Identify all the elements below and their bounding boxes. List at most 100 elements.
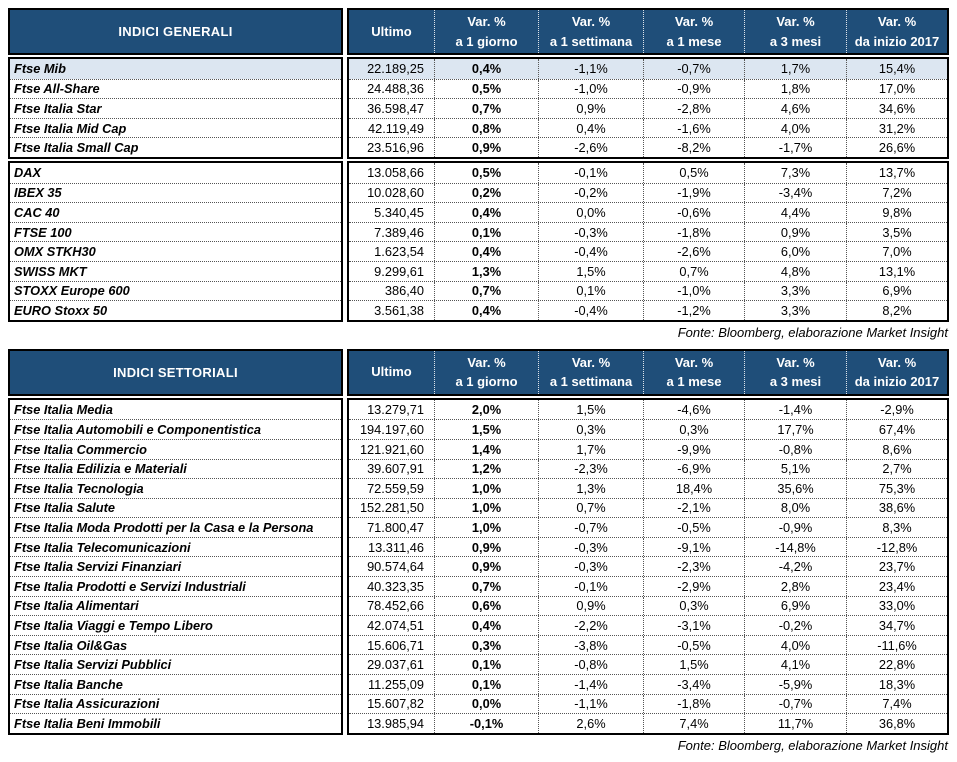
ultimo-value: 121.921,60 xyxy=(359,441,424,457)
column-header-var-1w: Var. % a 1 settimana xyxy=(538,350,643,394)
var-period-line: a 1 mese xyxy=(666,33,722,49)
var-period-line: a 3 mesi xyxy=(769,374,822,390)
var-1d-value: 1,0% xyxy=(434,518,538,537)
table-row: 121.921,60 1,4% 1,7% -9,9% -0,8% 8,6% xyxy=(349,438,947,459)
index-name: Ftse Italia Telecomunicazioni xyxy=(10,536,341,557)
table-row: 23.516,96 0,9% -2,6% -8,2% -1,7% 26,6% xyxy=(349,137,947,157)
column-header-var-1m: Var. % a 1 mese xyxy=(643,10,744,53)
values-column: 13.279,71 2,0% 1,5% -4,6% -1,4% -2,9% 194.197,… xyxy=(347,397,949,735)
index-name: IBEX 35 xyxy=(10,182,341,203)
ultimo-value: 15.606,71 xyxy=(367,637,424,653)
var-period-line: a 3 mesi xyxy=(769,33,822,49)
var-1d-value: -0,1% xyxy=(434,714,538,733)
ultimo-value: 29.037,61 xyxy=(367,657,424,673)
var-1w-value: -0,8% xyxy=(538,655,643,675)
var-1w-value: 0,0% xyxy=(538,203,643,222)
var-ytd-value: 8,6% xyxy=(846,439,947,459)
var-period-line: a 1 mese xyxy=(666,374,722,390)
var-ytd-value: 7,4% xyxy=(846,694,947,714)
var-1d-value: 1,4% xyxy=(434,439,538,459)
var-3m-value: 4,0% xyxy=(744,635,846,655)
var-ytd-value: 8,3% xyxy=(846,518,947,537)
var-period-line: a 1 giorno xyxy=(455,33,518,49)
var-1m-value: 1,5% xyxy=(643,655,744,675)
index-name: SWISS MKT xyxy=(10,260,341,281)
var-1w-value: -2,6% xyxy=(538,138,643,157)
var-1d-value: 1,0% xyxy=(434,498,538,518)
var-3m-value: 17,7% xyxy=(744,420,846,439)
var-3m-value: -0,9% xyxy=(744,518,846,537)
var-1m-value: -1,8% xyxy=(643,694,744,714)
var-1d-value: 0,4% xyxy=(434,301,538,320)
var-period-line: da inizio 2017 xyxy=(854,374,940,390)
var-ytd-value: 15,4% xyxy=(846,59,947,79)
table-header: INDICI SETTORIALI Ultimo Var. % a 1 gior… xyxy=(8,348,949,396)
ultimo-value: 3.561,38 xyxy=(374,302,424,318)
table-row: 72.559,59 1,0% 1,3% 18,4% 35,6% 75,3% xyxy=(349,478,947,498)
var-period-line: da inizio 2017 xyxy=(854,33,940,49)
var-1m-value: -2,1% xyxy=(643,498,744,518)
column-headers: Ultimo Var. % a 1 giorno Var. % a 1 sett… xyxy=(347,348,949,396)
var-1d-value: 0,4% xyxy=(434,616,538,635)
table-row: 15.606,71 0,3% -3,8% -0,5% 4,0% -11,6% xyxy=(349,634,947,655)
var-1m-value: -9,9% xyxy=(643,439,744,459)
table-row: 78.452,66 0,6% 0,9% 0,3% 6,9% 33,0% xyxy=(349,595,947,616)
var-ytd-value: 9,8% xyxy=(846,203,947,222)
column-header-var-1d: Var. % a 1 giorno xyxy=(434,10,538,53)
ultimo-value: 11.255,09 xyxy=(368,676,424,692)
var-ytd-value: 33,0% xyxy=(846,596,947,616)
var-3m-value: 6,0% xyxy=(744,242,846,261)
var-ytd-value: 6,9% xyxy=(846,281,947,301)
ultimo-value: 71.800,47 xyxy=(367,520,424,536)
var-1m-value: -2,8% xyxy=(643,99,744,118)
var-3m-value: -0,7% xyxy=(744,694,846,714)
ultimo-value: 15.607,82 xyxy=(367,696,424,712)
var-ytd-value: 17,0% xyxy=(846,79,947,99)
table-row: 13.279,71 2,0% 1,5% -4,6% -1,4% -2,9% xyxy=(349,399,947,420)
table-row: 9.299,61 1,3% 1,5% 0,7% 4,8% 13,1% xyxy=(349,260,947,281)
var-1m-value: -1,6% xyxy=(643,118,744,138)
var-1m-value: -0,6% xyxy=(643,203,744,222)
var-1m-value: 0,3% xyxy=(643,596,744,616)
var-1d-value: 0,0% xyxy=(434,694,538,714)
var-1d-value: 0,7% xyxy=(434,99,538,118)
var-1m-value: -2,9% xyxy=(643,577,744,596)
var-3m-value: 6,9% xyxy=(744,596,846,616)
index-name: Ftse Italia Tecnologia xyxy=(10,478,341,498)
var-1w-value: -0,3% xyxy=(538,537,643,557)
var-1w-value: 0,3% xyxy=(538,420,643,439)
var-1d-value: 0,7% xyxy=(434,281,538,301)
column-header-var-3m: Var. % a 3 mesi xyxy=(744,350,846,394)
var-ytd-value: 67,4% xyxy=(846,420,947,439)
var-3m-value: -4,2% xyxy=(744,557,846,577)
index-name: Ftse Italia Servizi Finanziari xyxy=(10,556,341,576)
table-row: 13.058,66 0,5% -0,1% 0,5% 7,3% 13,7% xyxy=(349,162,947,183)
index-name: Ftse Italia Star xyxy=(10,98,341,118)
row-group: Ftse Italia Media Ftse Italia Automobili … xyxy=(8,397,949,735)
var-ytd-value: 8,2% xyxy=(846,301,947,320)
index-name: Ftse Italia Automobili e Componentistica xyxy=(10,419,341,439)
table-row: 1.623,54 0,4% -0,4% -2,6% 6,0% 7,0% xyxy=(349,241,947,261)
var-3m-value: 1,8% xyxy=(744,79,846,99)
var-1d-value: 0,1% xyxy=(434,222,538,242)
table-row: 152.281,50 1,0% 0,7% -2,1% 8,0% 38,6% xyxy=(349,497,947,518)
var-1w-value: -0,1% xyxy=(538,162,643,183)
ultimo-value: 13.058,66 xyxy=(367,165,424,181)
ultimo-value: 13.311,46 xyxy=(368,539,424,555)
var-1d-value: 0,9% xyxy=(434,537,538,557)
index-name-column: Ftse Mib Ftse All-Share Ftse Italia Star Ft… xyxy=(8,57,343,159)
var-1d-value: 0,8% xyxy=(434,118,538,138)
var-1m-value: -2,3% xyxy=(643,557,744,577)
var-1w-value: 1,5% xyxy=(538,261,643,281)
var-1w-value: -0,4% xyxy=(538,242,643,261)
var-period-line: a 1 settimana xyxy=(549,374,633,390)
ultimo-value: 13.985,94 xyxy=(367,716,424,732)
var-1w-value: 0,1% xyxy=(538,281,643,301)
var-1m-value: -9,1% xyxy=(643,537,744,557)
var-3m-value: 3,3% xyxy=(744,281,846,301)
table-title: INDICI GENERALI xyxy=(8,8,343,55)
var-1w-value: -0,1% xyxy=(538,577,643,596)
table-row: 42.119,49 0,8% 0,4% -1,6% 4,0% 31,2% xyxy=(349,117,947,138)
var-label-line: Var. % xyxy=(674,14,714,29)
